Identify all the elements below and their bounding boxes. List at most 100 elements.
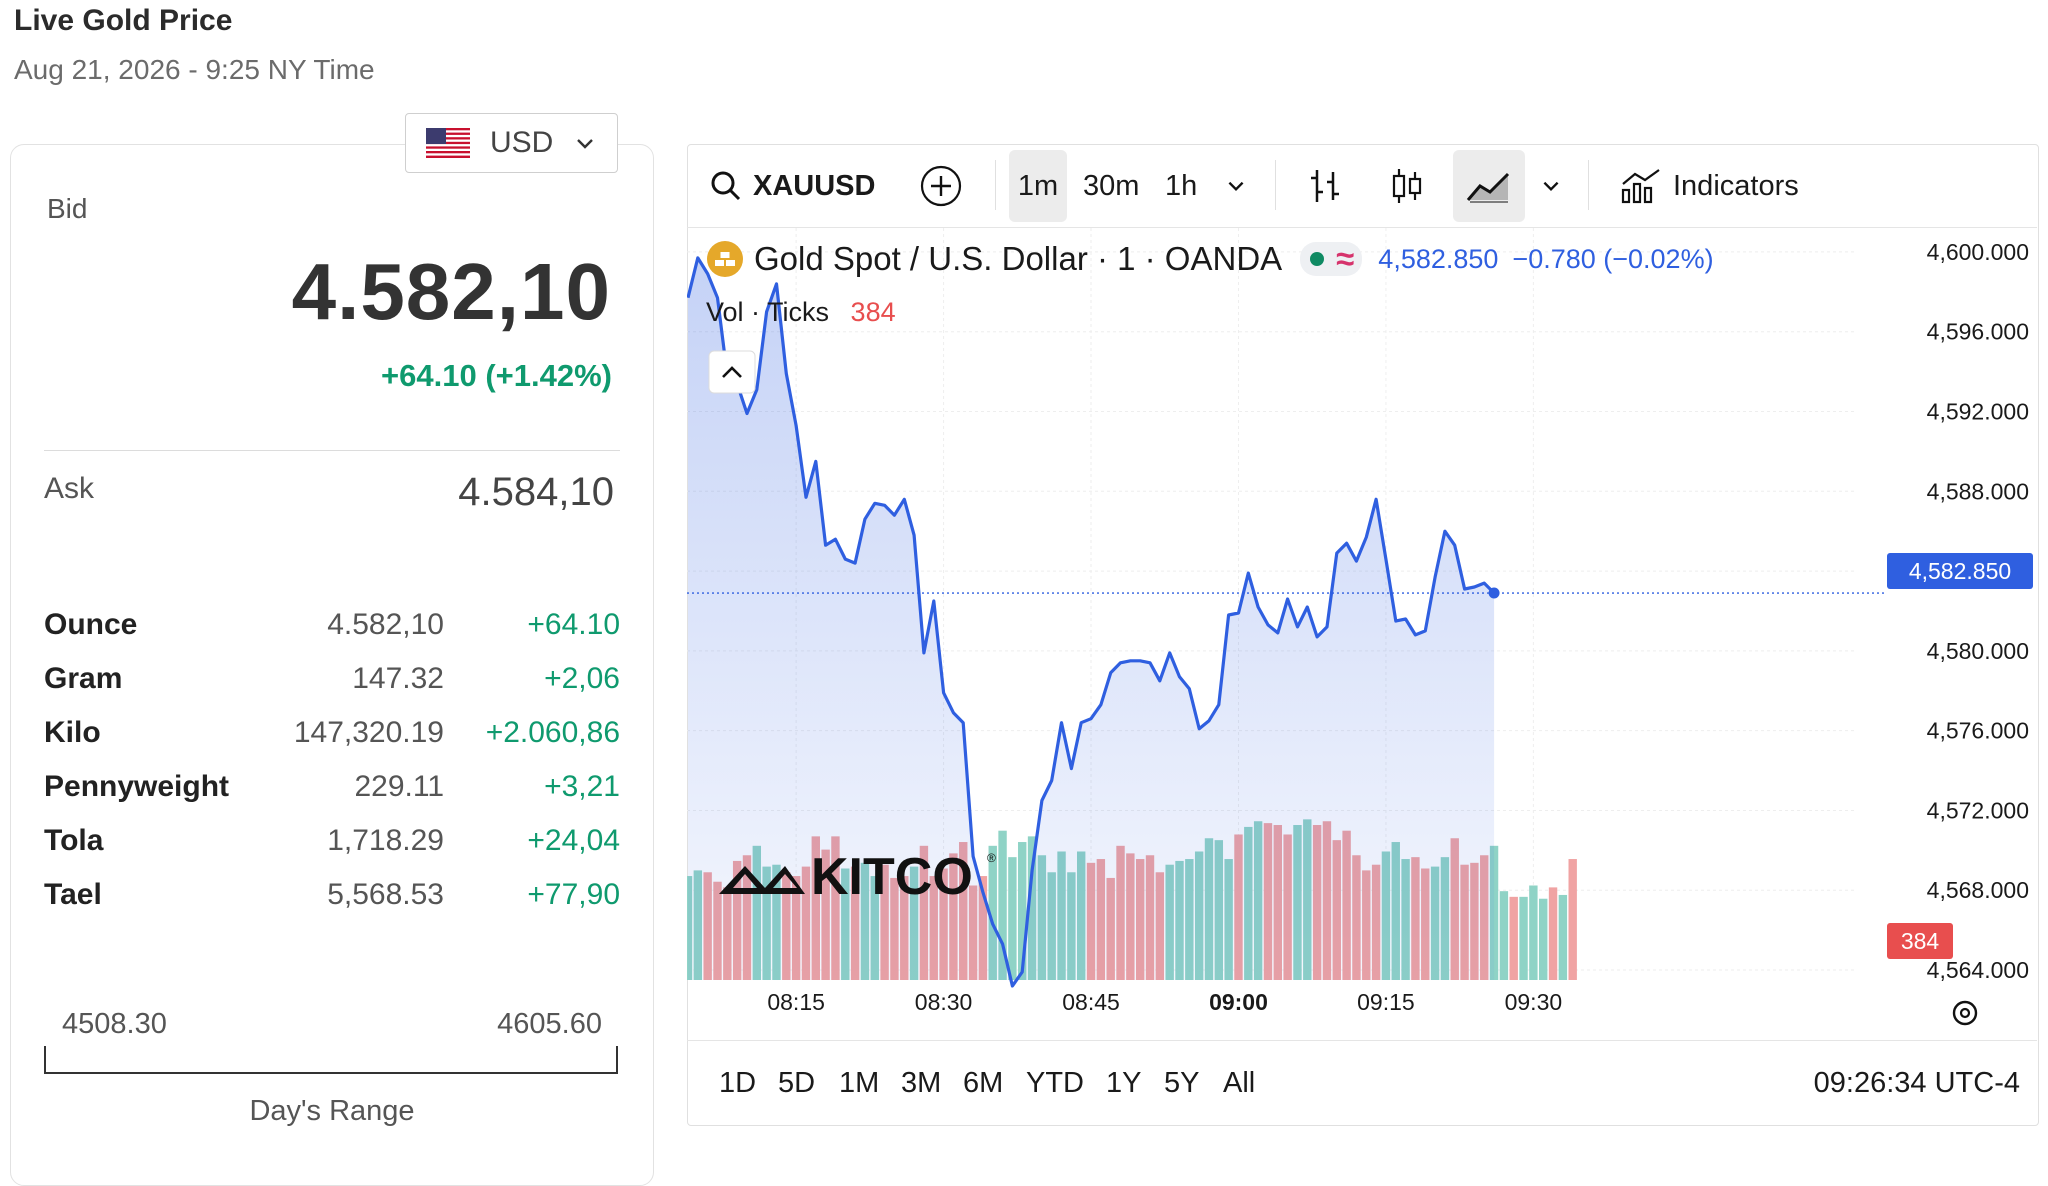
volume-bar xyxy=(998,830,1007,980)
y-tick-label: 4,592.000 xyxy=(1927,399,2029,425)
unit-value: 147.32 xyxy=(352,662,444,695)
volume-bar xyxy=(1018,842,1027,980)
range-high: 4605.60 xyxy=(497,1008,602,1040)
market-status[interactable]: ≈ xyxy=(1300,240,1363,277)
last-price-dot xyxy=(1488,587,1500,599)
currency-label: USD xyxy=(490,126,554,159)
price-line xyxy=(687,256,1496,988)
price-tag-label: 4,582.850 xyxy=(1909,558,2011,584)
x-axis: 08:15 08:30 08:45 09:00 09:15 09:30 xyxy=(767,989,1562,1015)
svg-text:®: ® xyxy=(987,851,996,865)
candles-icon xyxy=(1392,169,1422,203)
volume-legend-label: Vol · Ticks xyxy=(706,297,830,327)
range-all[interactable]: All xyxy=(1223,1067,1256,1099)
volume-bar xyxy=(1548,887,1558,980)
bid-value: 4.582,10 xyxy=(291,247,611,336)
chart-legend: Gold Spot / U.S. Dollar · 1 · OANDA ≈ 4,… xyxy=(706,240,1714,278)
range-3m[interactable]: 3M xyxy=(901,1067,942,1099)
unit-name: Pennyweight xyxy=(44,770,230,803)
volume-bar xyxy=(1499,891,1509,980)
unit-name: Kilo xyxy=(44,716,101,749)
range-ytd[interactable]: YTD xyxy=(1026,1067,1084,1099)
price-area xyxy=(688,257,1495,986)
watermark: KITCO xyxy=(811,848,973,906)
y-tick-label: 4,576.000 xyxy=(1927,718,2029,744)
y-tick-label: 4,580.000 xyxy=(1927,638,2029,664)
divider xyxy=(44,450,620,451)
volume-bar xyxy=(1568,859,1577,980)
x-tick-label: 09:30 xyxy=(1505,989,1563,1015)
ask-value: 4.584,10 xyxy=(458,470,614,514)
y-tick-label: 4,600.000 xyxy=(1927,239,2029,265)
range-5d[interactable]: 5D xyxy=(778,1067,816,1099)
x-tick-label: 09:00 xyxy=(1209,989,1268,1015)
range-bar xyxy=(44,1046,618,1074)
chart-type-dropdown[interactable] xyxy=(1540,145,1562,227)
quote-card xyxy=(10,144,654,1186)
search-icon xyxy=(711,171,741,201)
unit-name: Tael xyxy=(44,878,102,911)
range-label: Day's Range xyxy=(249,1095,415,1127)
volume-bar xyxy=(1558,894,1568,980)
range-1y[interactable]: 1Y xyxy=(1106,1067,1142,1099)
range-bar-bottom xyxy=(687,1040,2037,1125)
legend-change: −0.780 (−0.02%) xyxy=(1512,243,1714,274)
chart-clock: 09:26:34 UTC-4 xyxy=(1813,1067,2020,1099)
volume-bar xyxy=(1509,896,1518,980)
gear-icon xyxy=(1952,1000,1978,1026)
unit-name: Tola xyxy=(44,824,104,857)
indicators-button[interactable]: Indicators xyxy=(1619,145,1799,227)
unit-change: +2.060,86 xyxy=(485,716,620,749)
y-tick-label: 4,572.000 xyxy=(1927,797,2029,823)
settings-button[interactable] xyxy=(1952,1000,1978,1026)
ask-label: Ask xyxy=(44,472,95,505)
volume-legend: Vol · Ticks 384 xyxy=(706,297,896,328)
unit-value: 5,568.53 xyxy=(327,878,444,911)
plus-circle-icon xyxy=(920,165,962,207)
divider xyxy=(1275,160,1276,210)
page-title: Live Gold Price xyxy=(14,4,233,37)
chevron-down-icon xyxy=(1228,181,1244,192)
divider xyxy=(995,160,996,210)
currency-select[interactable]: USD xyxy=(405,113,618,173)
collapse-legend-button[interactable] xyxy=(708,350,756,394)
price-tag: 4,582.850 xyxy=(1887,553,2033,589)
interval-dropdown[interactable] xyxy=(1225,145,1247,227)
volume-legend-value: 384 xyxy=(850,297,896,327)
volume-tag-label: 384 xyxy=(1901,928,1940,954)
range-low: 4508.30 xyxy=(62,1008,167,1040)
bid-change: +64.10 (+1.42%) xyxy=(381,358,612,393)
range-1m[interactable]: 1M xyxy=(839,1067,880,1099)
volume-bar xyxy=(1519,896,1528,980)
y-tick-label: 4,564.000 xyxy=(1927,957,2029,983)
symbol-search[interactable]: XAUUSD xyxy=(709,145,875,227)
range-1d[interactable]: 1D xyxy=(719,1067,757,1099)
bid-label: Bid xyxy=(47,193,88,224)
unit-change: +2,06 xyxy=(544,662,620,695)
chevron-down-icon xyxy=(1543,181,1559,192)
interval-1m[interactable]: 1m xyxy=(1009,150,1067,222)
interval-1h[interactable]: 1h xyxy=(1165,169,1198,202)
area-chart-button[interactable] xyxy=(1453,150,1525,222)
unit-change: +64.10 xyxy=(527,608,620,641)
candles-chart-button[interactable] xyxy=(1387,145,1427,227)
range-5y[interactable]: 5Y xyxy=(1164,1067,1200,1099)
y-tick-label: 4,588.000 xyxy=(1927,478,2029,504)
range-6m[interactable]: 6M xyxy=(963,1067,1004,1099)
chevron-down-icon xyxy=(577,139,594,149)
chart-toolbar: XAUUSD 1m 30m 1h Indicators xyxy=(687,145,2037,228)
y-axis: 4,600.000 4,596.000 4,592.000 4,588.000 4,58… xyxy=(1927,239,2029,983)
bars-icon xyxy=(1311,170,1339,202)
price-tag-bg xyxy=(1887,553,2033,589)
interval-30m[interactable]: 30m xyxy=(1083,169,1140,202)
divider xyxy=(1588,160,1589,210)
symbol-label: XAUUSD xyxy=(753,169,876,202)
compare-button[interactable] xyxy=(919,145,963,227)
volume-bar xyxy=(1539,898,1548,980)
x-tick-label: 08:15 xyxy=(767,989,825,1015)
unit-value: 229.11 xyxy=(354,770,444,803)
x-tick-label: 08:45 xyxy=(1062,989,1120,1015)
volume-tag: 384 xyxy=(1887,923,1953,959)
bars-chart-button[interactable] xyxy=(1305,145,1345,227)
price-chart[interactable]: 4,600.000 4,596.000 4,592.000 4,588.000 4,58… xyxy=(687,228,2037,1040)
